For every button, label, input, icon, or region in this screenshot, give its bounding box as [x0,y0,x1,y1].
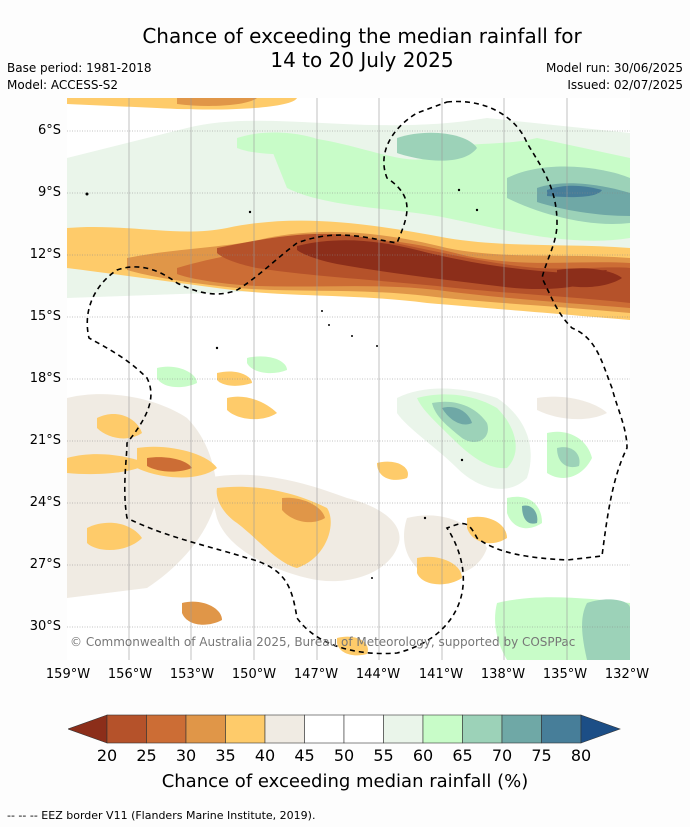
colorbar-tick-label: 45 [294,746,315,765]
colorbar-tick-label: 50 [333,746,355,765]
colorbar-tick-label: 60 [412,746,434,765]
meta-left: Base period: 1981-2018 Model: ACCESS-S2 [7,60,152,94]
colorbar-swatch [343,714,384,744]
lat-label: 30°S [29,619,61,634]
colorbar-swatch [146,714,187,744]
colorbar-tick-label: 65 [452,746,473,765]
colorbar-swatch [185,714,226,744]
map-canvas [67,98,630,660]
lat-label: 9°S [37,185,61,200]
lon-label: 150°W [231,667,277,682]
colorbar-swatch [383,714,424,744]
colorbar-swatch [541,714,582,744]
colorbar-arrow-low [67,714,108,744]
colorbar-swatch [422,714,463,744]
lon-label: 144°W [355,667,401,682]
colorbar-swatch [462,714,503,744]
model-name: Model: ACCESS-S2 [7,78,119,92]
lon-label: 141°W [418,667,464,682]
lon-label: 135°W [542,667,588,682]
islands [85,188,479,579]
lon-label: 156°W [107,667,153,682]
lat-label: 15°S [29,309,61,324]
colorbar-swatch [501,714,542,744]
rainfall-map [67,98,630,660]
colorbar-tick-label: 75 [531,746,552,765]
colorbar-swatch [304,714,345,744]
lat-label: 12°S [29,247,61,262]
lon-label: 147°W [293,667,339,682]
meta-right: Model run: 30/06/2025 Issued: 02/07/2025 [546,60,683,94]
lon-label: 132°W [604,667,650,682]
lat-label: 6°S [37,123,61,138]
colorbar-swatch [264,714,305,744]
title-line-2: 14 to 20 July 2025 [270,48,454,72]
lat-label: 27°S [29,557,61,572]
colorbar-tick-label: 40 [254,746,276,765]
lon-label: 153°W [169,667,215,682]
lat-label: 21°S [29,433,61,448]
colorbar-tick-label: 70 [491,746,513,765]
colorbar-swatches [67,714,621,744]
colorbar-tick-label: 30 [175,746,197,765]
longitude-gridlines [128,98,568,660]
issued-date: Issued: 02/07/2025 [567,78,683,92]
lat-label: 18°S [29,371,61,386]
colorbar-tick-label: 80 [570,746,592,765]
lon-label: 138°W [480,667,526,682]
eez-border [86,100,628,655]
copyright-notice: © Commonwealth of Australia 2025, Bureau… [70,635,576,649]
map-title: Chance of exceeding the median rainfall … [0,24,690,72]
colorbar [67,714,624,750]
colorbar-swatch [225,714,266,744]
base-period: Base period: 1981-2018 [7,61,152,75]
lon-label: 159°W [45,667,91,682]
colorbar-tick-label: 20 [96,746,118,765]
title-line-1: Chance of exceeding the median rainfall … [142,24,582,48]
colorbar-tick-label: 35 [215,746,236,765]
colorbar-swatch [106,714,147,744]
colorbar-title: Chance of exceeding median rainfall (%) [161,771,529,792]
colorbar-arrow-high [580,714,621,744]
colorbar-tick-label: 55 [373,746,394,765]
eez-footnote: -- -- -- EEZ border V11 (Flanders Marine… [7,809,316,822]
model-run: Model run: 30/06/2025 [545,61,683,75]
lat-label: 24°S [29,495,61,510]
colorbar-tick-label: 25 [136,746,157,765]
